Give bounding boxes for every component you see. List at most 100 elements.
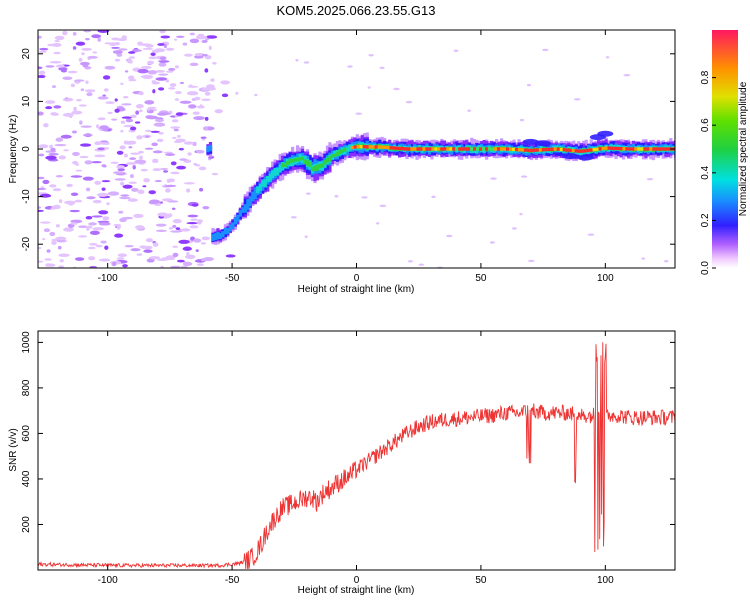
spectrogram-noise-blob <box>156 138 164 143</box>
spectrogram-noise-blob <box>81 52 85 56</box>
spectrogram-noise-blob <box>187 214 199 218</box>
spectrogram-noise-blob <box>177 259 185 263</box>
spectrogram-track-cell <box>268 173 272 182</box>
spectrogram-track-core <box>377 145 381 149</box>
spectrogram-track-blob <box>562 153 579 160</box>
spectrogram-track-core <box>652 147 656 151</box>
spectrogram-noise-blob <box>39 221 51 224</box>
spectrogram-noise-blob <box>155 223 167 227</box>
spectrogram-noise-blob <box>67 70 78 74</box>
spectrogram-noise-blob <box>140 168 148 172</box>
spectrogram-track-cell <box>206 146 210 153</box>
spectrogram-track-core <box>577 149 581 153</box>
spectrogram-noise-blob <box>167 213 173 218</box>
spectrogram-noise-blob <box>641 257 645 260</box>
spectrogram-noise-blob <box>43 228 51 233</box>
spectrogram-noise-blob <box>75 41 86 46</box>
spectrogram-track-core <box>565 148 569 152</box>
spectrogram-track-cell <box>338 149 342 154</box>
spectrogram-track-cell <box>345 146 349 152</box>
spectrogram-noise-blob <box>167 178 175 183</box>
spectrogram-noise-blob <box>38 74 46 79</box>
spectrogram-noise-blob <box>186 221 199 225</box>
spectrogram-noise-blob <box>158 73 169 76</box>
spectrogram-noise-blob <box>146 108 150 111</box>
spectrogram-noise-blob <box>101 164 107 168</box>
colorbar-label: Normalized spectral amplitude <box>738 81 749 216</box>
spectrogram-noise-blob <box>38 66 43 70</box>
spectrogram-noise-blob <box>131 49 142 52</box>
spectrogram-noise-blob <box>418 263 425 266</box>
spectrogram-noise-blob <box>104 245 109 250</box>
spectrogram-noise-blob <box>58 265 64 268</box>
spectrogram-noise-blob <box>129 174 134 179</box>
spectrogram-noise-blob <box>176 165 187 170</box>
spectrogram-track-core <box>398 146 402 151</box>
spectrogram-track-cell <box>293 158 297 162</box>
snr-ylabel: SNR (v/v) <box>8 428 19 471</box>
spectrogram-noise-blob <box>172 219 182 224</box>
spectrogram-noise-blob <box>87 55 98 59</box>
spectrogram-track-cell <box>236 214 240 222</box>
spectrogram-track-core <box>547 147 551 152</box>
spectrogram-track-core <box>625 147 629 151</box>
spectrogram-track-core <box>368 145 372 149</box>
spectrogram-noise-blob <box>94 141 102 146</box>
spectrogram-noise-blob <box>189 62 199 67</box>
spectrogram-noise-blob <box>199 104 203 108</box>
spectrogram-noise-blob <box>81 47 93 51</box>
spectrogram-noise-blob <box>121 35 127 40</box>
spectrogram-noise-blob <box>70 219 83 224</box>
spectrogram-track-core <box>362 145 366 149</box>
spectrogram-noise-blob <box>38 35 42 39</box>
spectrogram-noise-blob <box>89 265 97 268</box>
snr-xtick-label: -100 <box>98 575 118 586</box>
spectrogram-track-core <box>646 147 650 151</box>
spectrogram-noise-blob <box>148 56 158 60</box>
spectrogram-track-cell <box>208 144 213 152</box>
spectrogram-noise-blob <box>136 253 143 256</box>
spectrogram-track-cell <box>281 162 285 168</box>
spectrogram-noise-blob <box>103 88 109 92</box>
spectrogram-track-core <box>568 148 572 152</box>
spectrogram-noise-blob <box>120 129 124 133</box>
spectrogram-noise-blob <box>290 216 297 219</box>
spectrogram-noise-blob <box>204 55 212 60</box>
spectrogram-noise-blob <box>122 184 133 189</box>
spectrogram-noise-blob <box>153 122 166 127</box>
spectrogram-noise-blob <box>83 133 93 137</box>
spectrogram-noise-blob <box>204 91 211 96</box>
spectrogram-track-core <box>550 147 554 151</box>
spectrogram-noise-blob <box>43 123 49 128</box>
spectrogram-noise-blob <box>646 177 654 181</box>
spectrogram-noise-blob <box>195 249 199 252</box>
spectrogram-noise-blob <box>45 65 55 68</box>
spectrogram-track-core <box>413 147 417 151</box>
spectrogram-noise-blob <box>179 100 192 104</box>
spectrogram-track-core <box>380 145 384 149</box>
spectrogram-noise-blob <box>70 192 79 197</box>
spectrogram-noise-blob <box>145 115 154 119</box>
spectrogram-noise-blob <box>151 142 158 147</box>
snr-ytick-label: 400 <box>21 470 32 487</box>
spectrogram-noise-blob <box>168 67 176 71</box>
spectrogram-noise-blob <box>165 188 171 193</box>
spectrogram-noise-blob <box>159 56 167 61</box>
colorbar-tick-label: 0.8 <box>700 70 711 84</box>
spectrogram-noise-blob <box>220 80 231 85</box>
spectrogram-noise-blob <box>195 164 201 167</box>
spectrogram-noise-blob <box>152 242 159 247</box>
spectrogram-noise-blob <box>72 46 77 50</box>
spectrogram-track-cell <box>330 153 335 158</box>
spectrogram-track-core <box>511 147 515 152</box>
spectrogram-noise-blob <box>134 159 147 164</box>
spectrogram-noise-blob <box>92 199 102 204</box>
spectrogram-track-cell <box>325 158 330 163</box>
snr-ytick-label: 800 <box>21 379 32 396</box>
spectrogram-noise-blob <box>82 64 89 68</box>
spectrogram-track-core <box>520 148 524 152</box>
spectrogram-noise-blob <box>121 103 132 106</box>
spectrogram-track-core <box>607 146 611 150</box>
spectrogram-noise-blob <box>38 153 45 157</box>
spectrogram-noise-blob <box>47 263 56 267</box>
